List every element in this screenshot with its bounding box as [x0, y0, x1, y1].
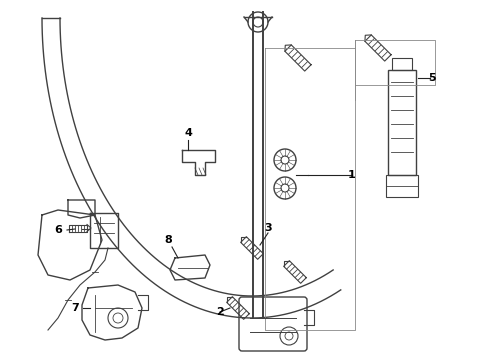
Bar	[386, 175, 418, 197]
Text: 5: 5	[428, 73, 436, 83]
Text: 4: 4	[184, 128, 192, 138]
Text: 6: 6	[54, 225, 62, 235]
Text: 1: 1	[348, 170, 356, 180]
Text: 7: 7	[71, 303, 79, 313]
Text: 2: 2	[216, 307, 224, 317]
Text: 8: 8	[164, 235, 172, 245]
Bar	[388, 70, 416, 175]
Text: 3: 3	[264, 223, 272, 233]
Bar	[392, 58, 412, 70]
